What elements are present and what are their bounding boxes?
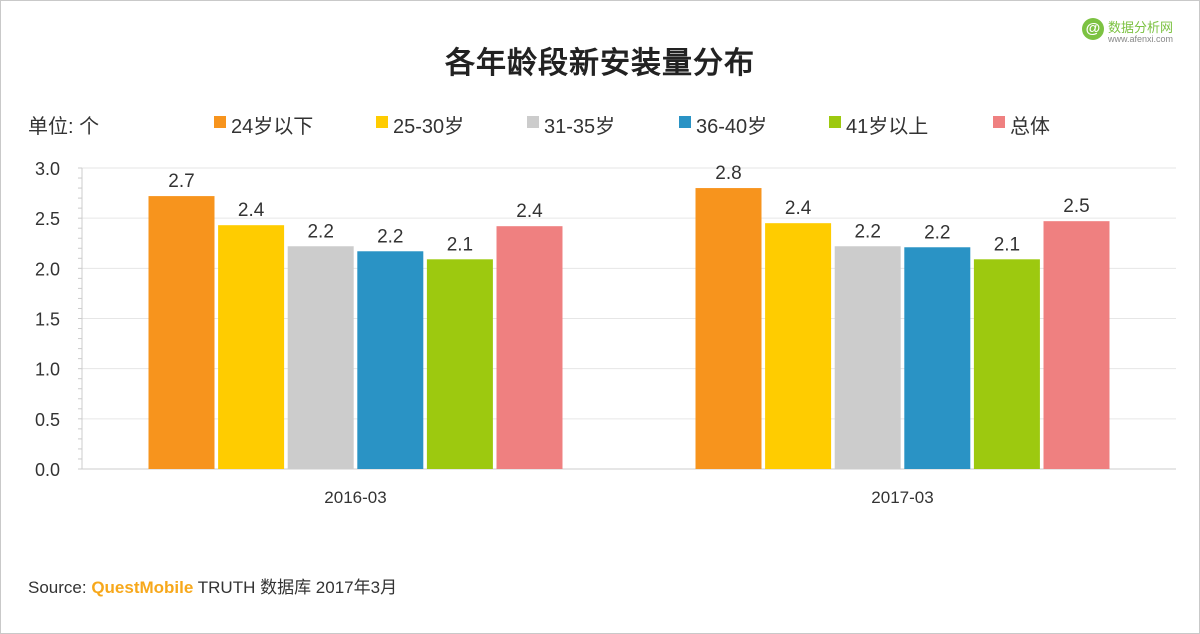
bar-0-0: [148, 196, 215, 470]
source-suffix: TRUTH 数据库 2017年3月: [197, 578, 398, 597]
data-label-1-2: 2.2: [854, 221, 880, 242]
bar-0-5: [496, 226, 563, 469]
legend-swatch-2: [527, 116, 539, 128]
legend-label-0: 24岁以下: [231, 116, 314, 138]
unit-label: 单位: 个: [28, 116, 100, 138]
data-label-1-3: 2.2: [924, 222, 950, 243]
data-label-1-5: 2.5: [1063, 196, 1089, 217]
x-tick-label-0: 2016-03: [324, 488, 386, 507]
data-label-1-1: 2.4: [785, 198, 812, 219]
bar-0-2: [287, 246, 354, 469]
watermark-logo-icon: @: [1082, 18, 1104, 40]
data-label-0-5: 2.4: [516, 201, 543, 222]
legend-swatch-0: [214, 116, 226, 128]
legend-label-1: 25-30岁: [393, 116, 465, 138]
data-label-0-1: 2.4: [238, 200, 265, 221]
legend-swatch-4: [829, 116, 841, 128]
y-tick-label-0: 0.0: [35, 460, 60, 480]
y-tick-label-5: 2.5: [35, 209, 60, 229]
bar-1-0: [695, 188, 762, 470]
data-label-0-4: 2.1: [447, 234, 473, 255]
x-tick-label-1: 2017-03: [871, 488, 933, 507]
y-tick-label-4: 2.0: [35, 259, 60, 279]
source-brand: QuestMobile: [91, 578, 194, 597]
data-label-0-2: 2.2: [307, 221, 333, 242]
y-tick-label-3: 1.5: [35, 310, 60, 330]
watermark-url: www.afenxi.com: [1108, 34, 1174, 44]
data-label-1-4: 2.1: [994, 234, 1020, 255]
data-label-0-0: 2.7: [168, 171, 194, 192]
bar-1-5: [1043, 221, 1110, 469]
bar-0-4: [426, 259, 493, 469]
watermark-name: 数据分析网: [1108, 20, 1174, 35]
bar-1-2: [834, 246, 901, 469]
legend-label-5: 总体: [1010, 116, 1050, 138]
data-label-0-3: 2.2: [377, 226, 403, 247]
bar-0-3: [357, 251, 424, 469]
source-note: Source: QuestMobile TRUTH 数据库 2017年3月: [28, 573, 397, 598]
watermark: @ 数据分析网 www.afenxi.com: [1082, 14, 1194, 48]
legend-swatch-3: [679, 116, 691, 128]
legend-label-3: 36-40岁: [696, 116, 768, 138]
bar-1-4: [973, 259, 1040, 469]
bar-0-1: [218, 225, 285, 469]
bar-1-3: [904, 247, 971, 469]
data-label-1-0: 2.8: [715, 163, 741, 184]
source-prefix: Source:: [28, 578, 87, 597]
y-tick-label-2: 1.0: [35, 360, 60, 380]
y-tick-label-6: 3.0: [35, 159, 60, 179]
legend-swatch-1: [376, 116, 388, 128]
y-tick-label-1: 0.5: [35, 410, 60, 430]
chart-title: 各年龄段新安装量分布: [445, 47, 755, 80]
legend-label-4: 41岁以上: [846, 116, 929, 138]
legend: 24岁以下 25-30岁 31-35岁 36-40岁 41岁以上 总体: [0, 110, 1200, 138]
legend-swatch-5: [993, 116, 1005, 128]
bar-1-1: [765, 223, 832, 469]
legend-label-2: 31-35岁: [544, 116, 616, 138]
